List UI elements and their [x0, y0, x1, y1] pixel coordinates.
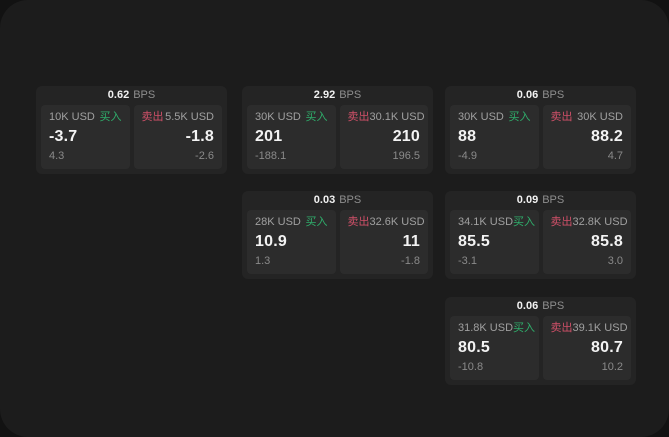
buy-size: 34.1K USD [458, 216, 514, 228]
sell-label: 卖出 [550, 216, 573, 228]
sell-quote-panel[interactable]: 卖出 5.5K USD -1.8 -2.6 [133, 105, 222, 169]
quote-card: 0.09 BPS 34.1K USD 买入 85.5 -3.1 卖出 32.8K… [445, 191, 636, 279]
quote-card: 0.62 BPS 10K USD 买入 -3.7 4.3 卖出 5.5K USD… [36, 86, 227, 174]
quote-card: 0.06 BPS 30K USD 买入 88 -4.9 卖出 30K USD 8… [445, 86, 636, 174]
buy-quote-panel[interactable]: 28K USD 买入 10.9 1.3 [247, 210, 336, 274]
sell-size: 39.1K USD [572, 322, 628, 334]
buy-delta: -4.9 [458, 150, 477, 162]
bps-header: 0.62 BPS [41, 86, 222, 105]
sell-label: 卖出 [550, 322, 573, 334]
sell-price: 11 [402, 233, 420, 250]
sell-delta: 4.7 [607, 150, 623, 162]
buy-quote-panel[interactable]: 31.8K USD 买入 80.5 -10.8 [450, 316, 539, 380]
quote-card: 0.06 BPS 31.8K USD 买入 80.5 -10.8 卖出 39.1… [445, 297, 636, 385]
buy-delta: -188.1 [255, 150, 287, 162]
buy-price: 85.5 [458, 233, 490, 250]
sell-quote-panel[interactable]: 卖出 30K USD 88.2 4.7 [542, 105, 631, 169]
sell-size: 5.5K USD [165, 111, 214, 123]
sell-quote-panel[interactable]: 卖出 30.1K USD 210 196.5 [339, 105, 428, 169]
buy-price: 201 [255, 128, 283, 145]
bps-value: 0.03 [313, 194, 336, 206]
buy-size: 30K USD [255, 111, 301, 123]
buy-label: 买入 [99, 111, 122, 123]
bps-value: 0.06 [516, 300, 539, 312]
buy-delta: 1.3 [255, 255, 271, 267]
bps-header: 0.09 BPS [450, 191, 631, 210]
buy-price: 10.9 [255, 233, 287, 250]
buy-label: 买入 [305, 111, 328, 123]
sell-quote-panel[interactable]: 卖出 39.1K USD 80.7 10.2 [542, 316, 631, 380]
buy-delta: 4.3 [49, 150, 65, 162]
buy-delta: -10.8 [458, 361, 484, 373]
sell-price: 85.8 [591, 233, 623, 250]
bps-header: 0.03 BPS [247, 191, 428, 210]
bps-value: 2.92 [313, 89, 336, 101]
buy-label: 买入 [513, 216, 536, 228]
sell-delta: -2.6 [195, 150, 214, 162]
sell-delta: 3.0 [607, 255, 623, 267]
buy-quote-panel[interactable]: 30K USD 买入 201 -188.1 [247, 105, 336, 169]
quote-card: 0.03 BPS 28K USD 买入 10.9 1.3 卖出 32.6K US… [242, 191, 433, 279]
sell-size: 32.8K USD [572, 216, 628, 228]
bps-header: 2.92 BPS [247, 86, 428, 105]
bps-unit: BPS [542, 89, 565, 101]
buy-size: 31.8K USD [458, 322, 514, 334]
buy-quote-panel[interactable]: 30K USD 买入 88 -4.9 [450, 105, 539, 169]
buy-size: 28K USD [255, 216, 301, 228]
bps-unit: BPS [339, 194, 362, 206]
sell-label: 卖出 [141, 111, 164, 123]
sell-label: 卖出 [550, 111, 573, 123]
buy-size: 30K USD [458, 111, 504, 123]
sell-quote-panel[interactable]: 卖出 32.8K USD 85.8 3.0 [542, 210, 631, 274]
buy-quote-panel[interactable]: 10K USD 买入 -3.7 4.3 [41, 105, 130, 169]
sell-price: 88.2 [591, 128, 623, 145]
bps-unit: BPS [542, 300, 565, 312]
bps-value: 0.06 [516, 89, 539, 101]
buy-delta: -3.1 [458, 255, 477, 267]
buy-label: 买入 [305, 216, 328, 228]
buy-price: -3.7 [49, 128, 78, 145]
bps-value: 0.62 [107, 89, 130, 101]
sell-size: 30.1K USD [369, 111, 425, 123]
buy-price: 80.5 [458, 339, 490, 356]
sell-delta: 10.2 [601, 361, 623, 373]
sell-label: 卖出 [347, 216, 370, 228]
quote-card: 2.92 BPS 30K USD 买入 201 -188.1 卖出 30.1K … [242, 86, 433, 174]
sell-quote-panel[interactable]: 卖出 32.6K USD 11 -1.8 [339, 210, 428, 274]
buy-label: 买入 [508, 111, 531, 123]
bps-unit: BPS [133, 89, 156, 101]
bps-header: 0.06 BPS [450, 86, 631, 105]
sell-delta: -1.8 [401, 255, 420, 267]
buy-label: 买入 [513, 322, 536, 334]
bps-unit: BPS [542, 194, 565, 206]
sell-size: 32.6K USD [369, 216, 425, 228]
sell-size: 30K USD [577, 111, 623, 123]
sell-price: 210 [392, 128, 420, 145]
sell-price: 80.7 [591, 339, 623, 356]
bps-unit: BPS [339, 89, 362, 101]
bps-value: 0.09 [516, 194, 539, 206]
buy-quote-panel[interactable]: 34.1K USD 买入 85.5 -3.1 [450, 210, 539, 274]
buy-size: 10K USD [49, 111, 95, 123]
buy-price: 88 [458, 128, 477, 145]
sell-label: 卖出 [347, 111, 370, 123]
sell-delta: 196.5 [392, 150, 420, 162]
bps-header: 0.06 BPS [450, 297, 631, 316]
sell-price: -1.8 [185, 128, 214, 145]
